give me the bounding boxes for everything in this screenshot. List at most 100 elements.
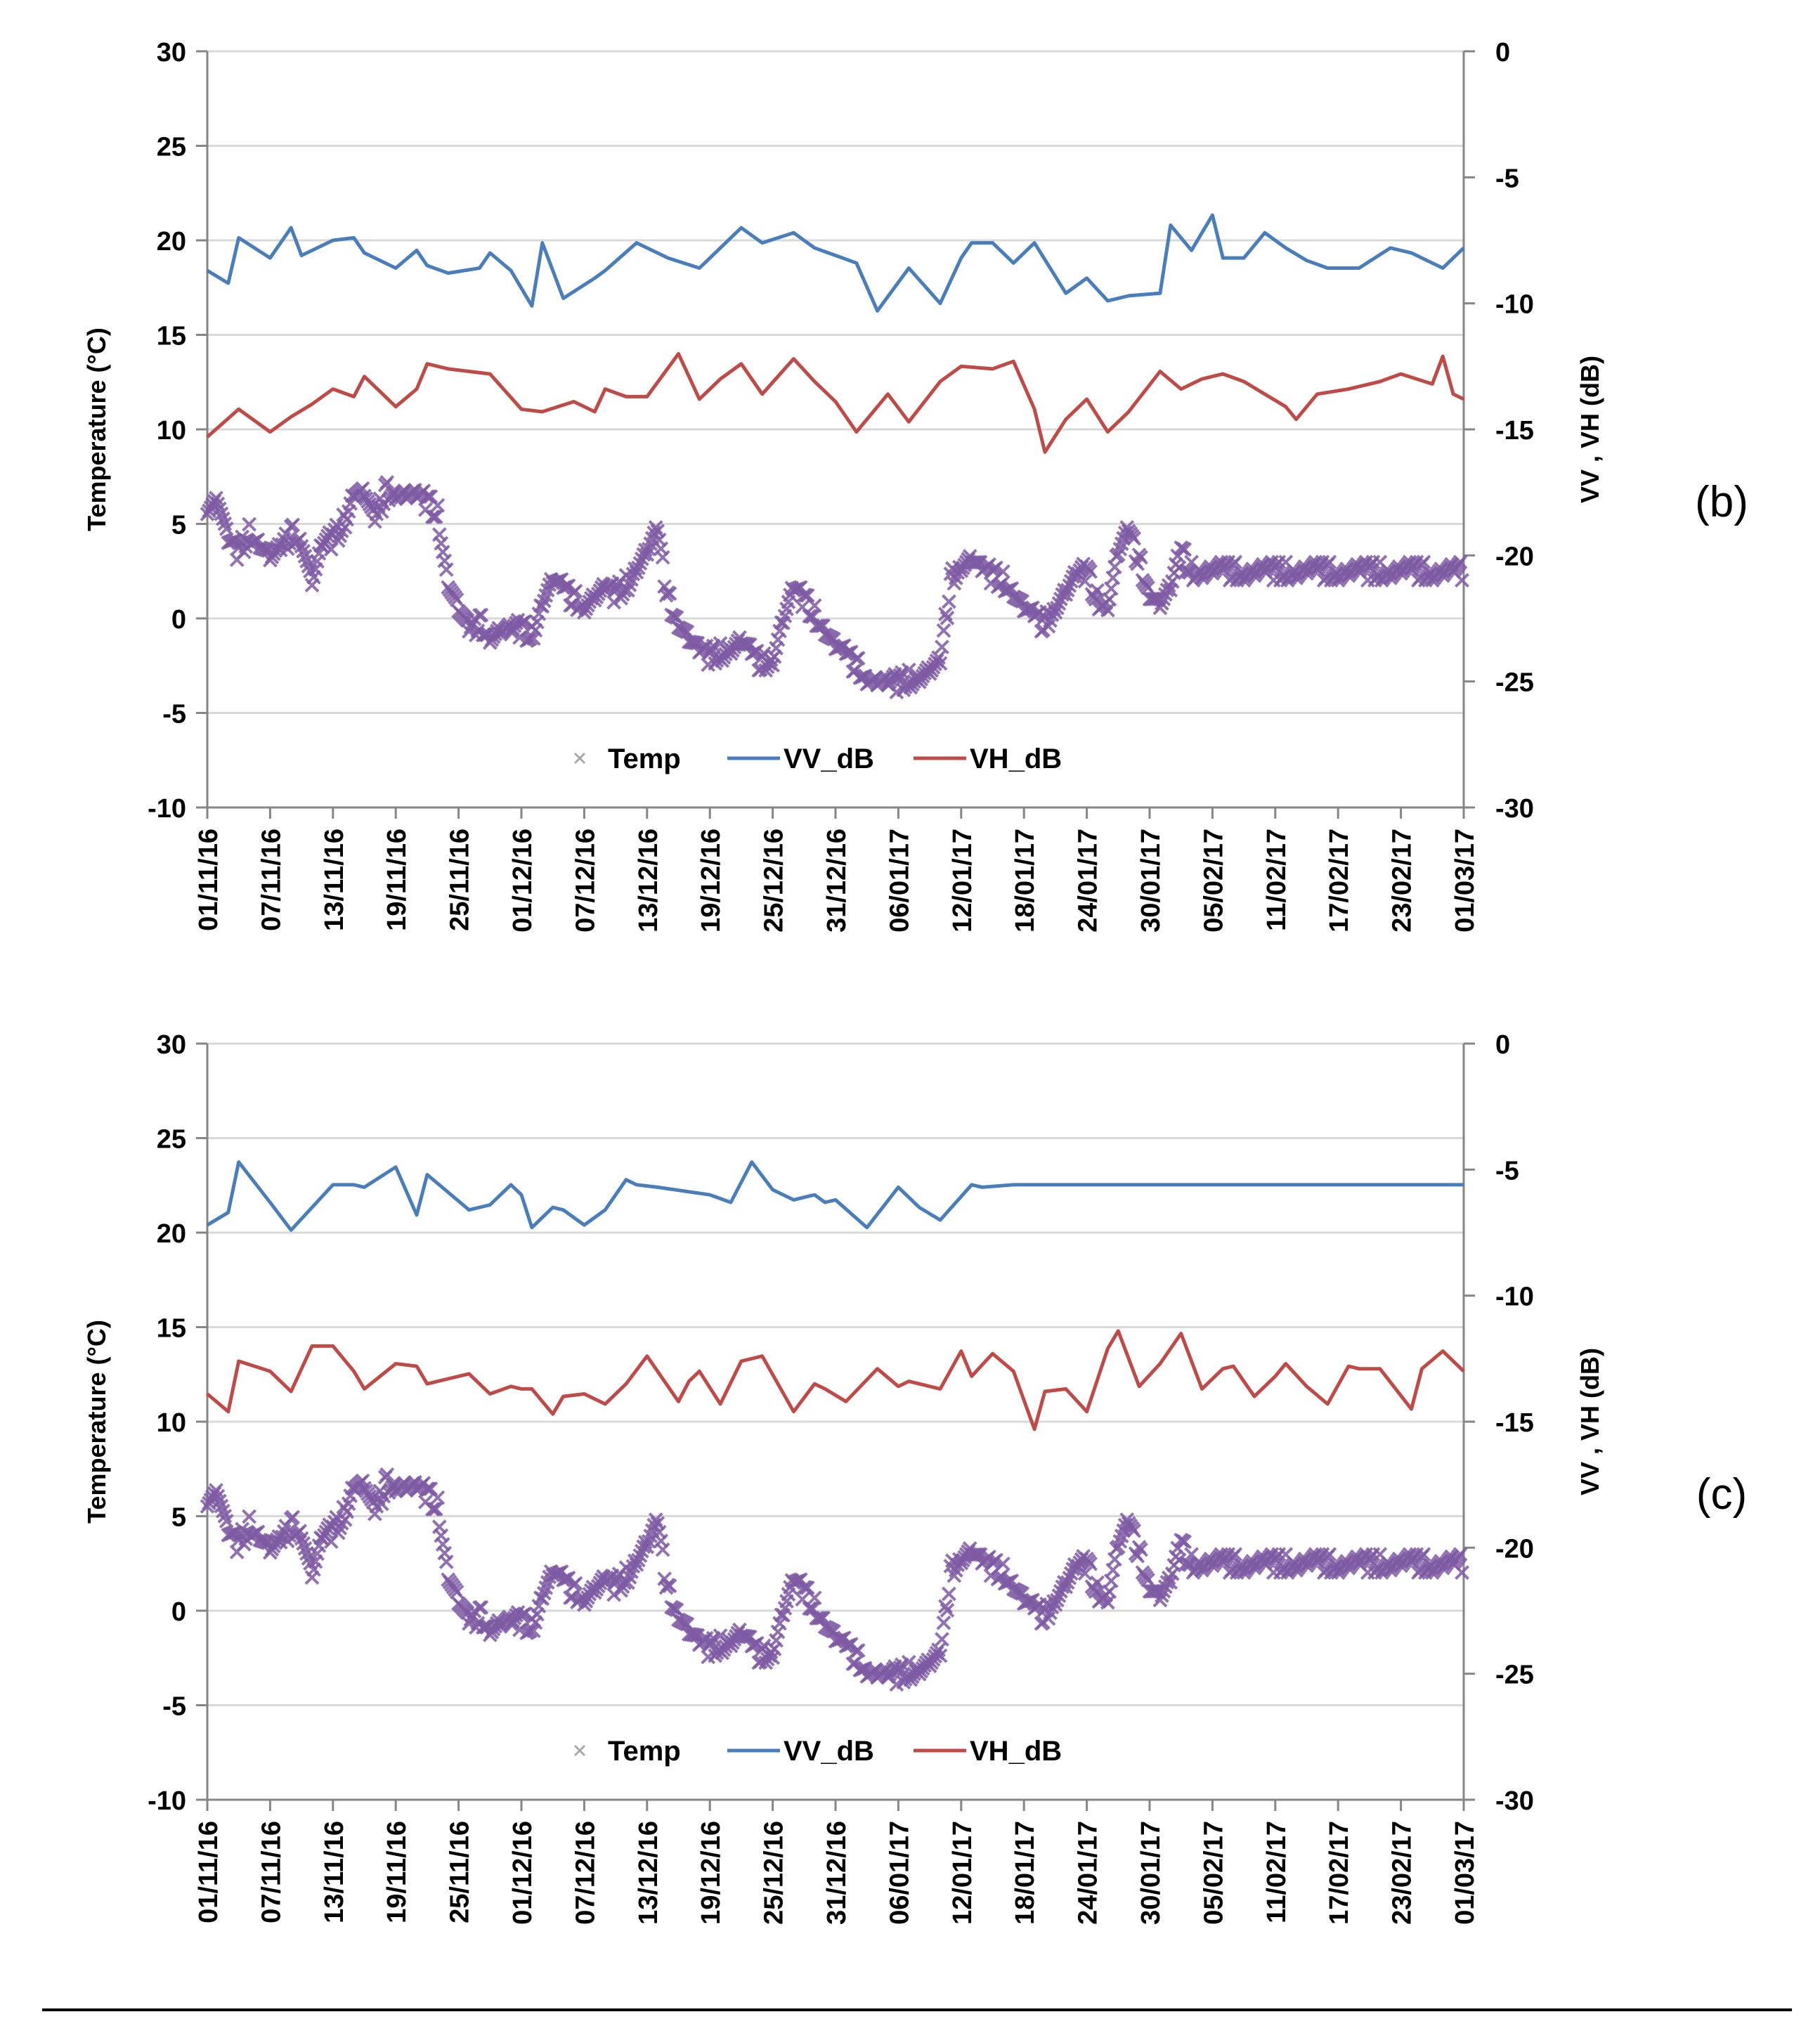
- y-tick-label-right: -20: [1495, 542, 1534, 571]
- temp-marker: [942, 1586, 956, 1602]
- x-tick-label: 13/12/16: [634, 1821, 663, 1925]
- temp-marker: [989, 1552, 1003, 1568]
- temp-marker: [438, 562, 454, 577]
- x-tick-label: 06/01/17: [885, 829, 914, 933]
- legend-vv-label: VV_dB: [784, 744, 874, 774]
- y-tick-label-left: -10: [148, 794, 186, 824]
- y-tick-label-left: -10: [148, 1786, 186, 1816]
- y-axis-title-left: Temperature (°C): [82, 327, 111, 531]
- vv-series-line: [206, 1160, 1464, 1232]
- x-tick-label: 24/01/17: [1074, 829, 1103, 933]
- x-tick-label: 31/12/16: [822, 829, 852, 933]
- x-tick-label: 24/01/17: [1074, 1821, 1103, 1925]
- y-tick-label-left: -5: [162, 1692, 186, 1722]
- temp-marker: [285, 1510, 301, 1525]
- x-tick-label: 19/11/16: [382, 829, 412, 931]
- temp-marker: [1455, 1565, 1469, 1580]
- temp-marker: [1228, 554, 1243, 570]
- temp-marker: [379, 474, 395, 490]
- y-tick-label-left: 25: [157, 133, 186, 162]
- temp-marker: [940, 611, 955, 625]
- temp-marker: [474, 607, 489, 623]
- x-tick-label: 25/11/16: [446, 829, 475, 931]
- x-tick-label: 11/02/17: [1262, 1821, 1292, 1923]
- temp-marker: [1159, 1575, 1175, 1590]
- y-axis-title-left: Temperature (°C): [82, 1320, 111, 1524]
- y-tick-label-left: 15: [157, 1314, 186, 1344]
- temp-marker: [1090, 583, 1105, 598]
- temp-marker: [1154, 596, 1169, 611]
- y-tick-label-right: -10: [1495, 290, 1534, 320]
- temp-marker: [242, 1509, 257, 1524]
- temp-marker: [1416, 1547, 1431, 1562]
- y-tick-label-left: 20: [157, 1219, 186, 1249]
- temp-marker: [629, 1557, 644, 1572]
- temp-marker: [219, 521, 234, 536]
- vh-series-line: [206, 351, 1465, 454]
- x-tick-label: 01/11/16: [194, 829, 223, 931]
- temp-marker: [940, 1603, 955, 1618]
- temp-marker: [1060, 1575, 1075, 1590]
- x-tick-label: 18/01/17: [1010, 1821, 1040, 1925]
- temp-marker: [630, 560, 646, 576]
- y-tick-label-right: -15: [1495, 1408, 1534, 1438]
- temp-marker: [1049, 600, 1065, 616]
- y-tick-label-left: 25: [157, 1125, 186, 1155]
- temp-marker: [1058, 587, 1074, 602]
- temp-marker: [1152, 1592, 1168, 1608]
- y-tick-label-left: 5: [171, 511, 186, 540]
- temp-marker: [523, 631, 538, 647]
- x-tick-label: 23/02/17: [1388, 1821, 1417, 1925]
- temp-marker: [379, 1467, 395, 1482]
- temp-marker: [807, 1590, 822, 1606]
- temp-marker: [1126, 1523, 1142, 1538]
- y-tick-label-left: 0: [171, 1597, 186, 1627]
- temp-marker: [936, 623, 951, 638]
- y-axis-title-right: VV , VH (dB): [1575, 1348, 1604, 1495]
- temp-marker: [1154, 1588, 1169, 1603]
- temp-marker: [1083, 564, 1098, 579]
- temp-marker: [800, 587, 815, 603]
- temp-marker: [850, 651, 866, 666]
- temp-series: [200, 1467, 1469, 1692]
- y-tick-label-left: 5: [171, 1503, 186, 1533]
- x-tick-label: 12/01/17: [948, 829, 977, 933]
- y-tick-label-right: 0: [1495, 1030, 1510, 1060]
- temp-marker: [438, 1554, 454, 1569]
- legend-temp-marker: [573, 1744, 586, 1757]
- temp-marker: [568, 1576, 583, 1591]
- legend-vh-label: VH_dB: [970, 1736, 1062, 1767]
- y-tick-label-left: 30: [157, 1030, 186, 1060]
- x-tick-label: 13/11/16: [320, 1821, 349, 1923]
- legend-vh-label: VH_dB: [970, 744, 1062, 774]
- temp-marker: [932, 656, 948, 671]
- temp-marker: [463, 619, 479, 635]
- temp-marker: [430, 498, 446, 513]
- temp-marker: [568, 583, 583, 599]
- temp-marker: [662, 1578, 677, 1594]
- temp-marker: [1077, 1566, 1093, 1581]
- y-tick-label-right: -5: [1495, 1156, 1519, 1186]
- panel-label: (c): [1696, 1470, 1747, 1519]
- temp-marker: [936, 1615, 951, 1630]
- y-tick-label-right: -5: [1495, 164, 1519, 193]
- y-tick-label-right: -25: [1495, 668, 1534, 698]
- legend-temp-label: Temp: [608, 1736, 681, 1767]
- x-tick-label: 01/03/17: [1450, 1821, 1480, 1925]
- temp-marker: [1228, 1547, 1243, 1562]
- x-tick-label: 13/11/16: [320, 829, 349, 931]
- x-tick-label: 12/01/17: [948, 1821, 977, 1925]
- x-tick-label: 23/02/17: [1388, 829, 1417, 933]
- temp-marker: [995, 564, 1010, 579]
- y-tick-label-left: 0: [171, 605, 186, 635]
- legend: Temp VV_dB VH_dB: [573, 1736, 1062, 1767]
- x-tick-label: 07/11/16: [256, 1821, 286, 1923]
- temp-marker: [428, 509, 443, 524]
- temp-marker: [449, 592, 464, 607]
- x-tick-label: 17/02/17: [1325, 1821, 1354, 1925]
- vh-series-line: [206, 1329, 1465, 1432]
- temp-marker: [463, 1611, 479, 1627]
- temp-marker: [1090, 1575, 1105, 1590]
- x-tick-label: 25/11/16: [446, 1821, 475, 1923]
